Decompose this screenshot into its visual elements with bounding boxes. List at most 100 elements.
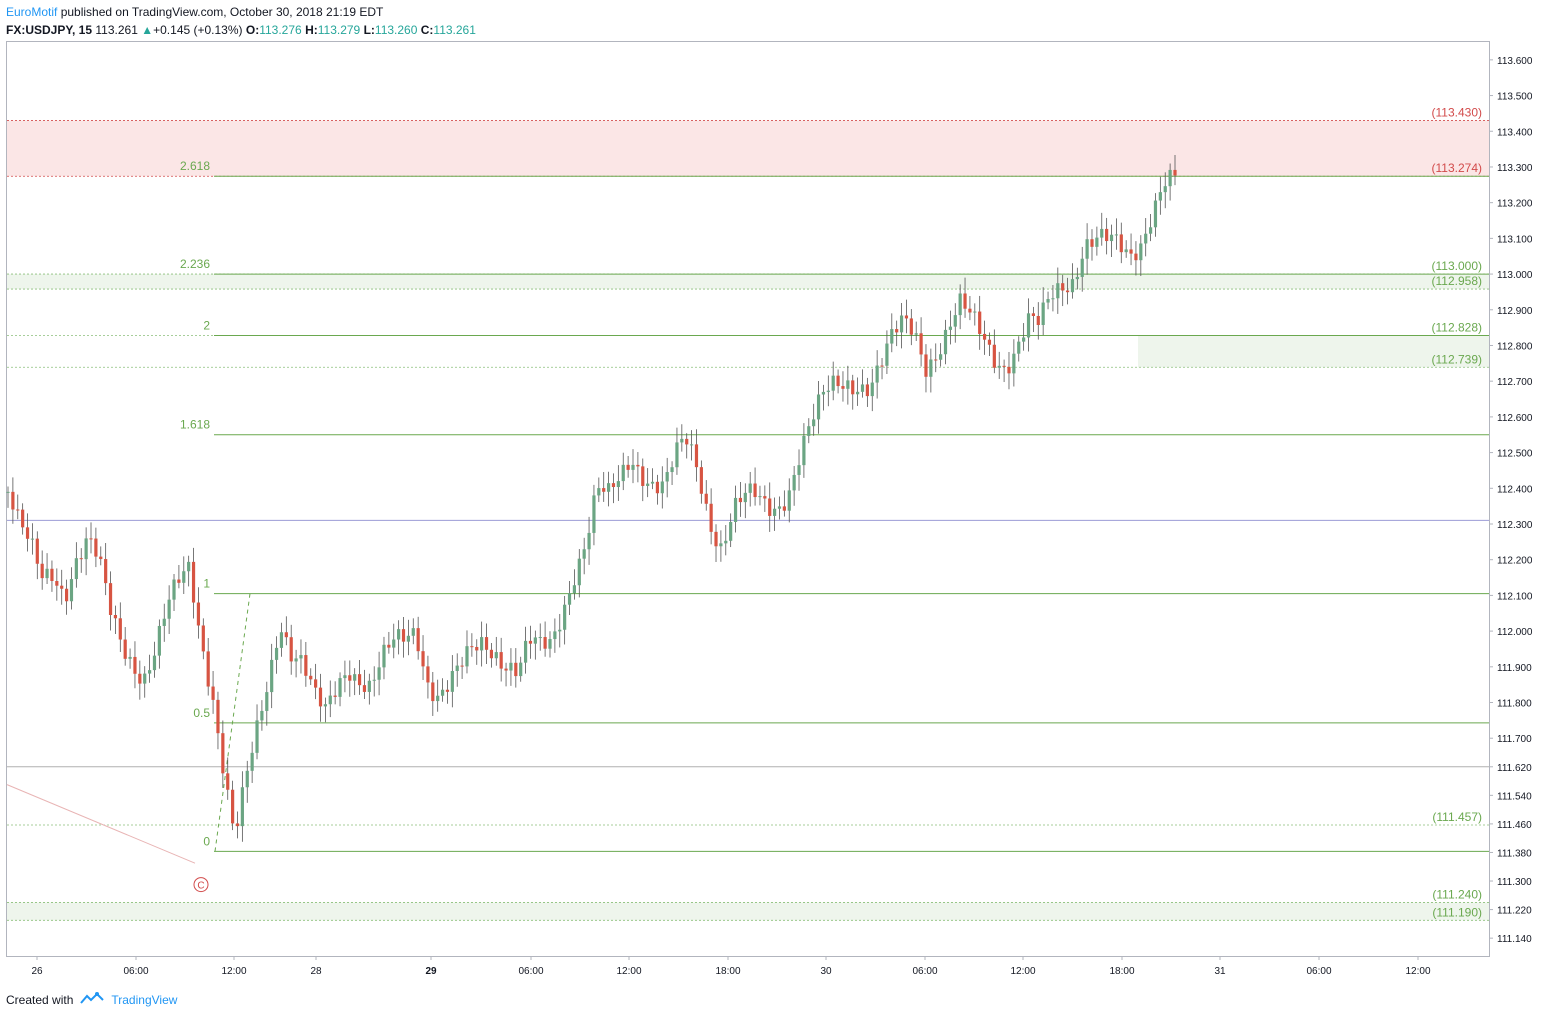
candle-body xyxy=(582,549,586,559)
candle-body xyxy=(25,527,30,539)
candle-body xyxy=(802,435,806,466)
chart-pane[interactable] xyxy=(6,41,1490,957)
candle-body xyxy=(30,538,35,540)
symbol-line: FX:USDJPY, 15 113.261 ▲+0.145 (+0.13%) O… xyxy=(6,21,476,39)
candle-body xyxy=(587,532,591,550)
price-level-label: (113.274) xyxy=(1432,161,1482,175)
x-tick-label: 26 xyxy=(31,966,43,977)
high-label: H: xyxy=(305,23,318,37)
candle-body xyxy=(675,442,679,468)
zone-rect xyxy=(7,902,1489,921)
y-tick-label: 111.800 xyxy=(1497,699,1532,710)
candle-body xyxy=(323,704,327,707)
candle-body xyxy=(40,563,44,579)
candle-body xyxy=(997,365,1001,368)
candle-body xyxy=(401,629,406,642)
candle-body xyxy=(201,625,205,652)
tradingview-link[interactable]: TradingView xyxy=(111,992,178,1007)
candle-body xyxy=(265,692,269,711)
candle-body xyxy=(1119,234,1123,253)
y-tick-label: 113.000 xyxy=(1497,270,1533,281)
candle-body xyxy=(416,628,420,652)
candle-body xyxy=(245,770,249,788)
candle-body xyxy=(406,635,410,642)
candle-body xyxy=(880,365,884,367)
candle-body xyxy=(904,315,909,319)
fib-anchor-line xyxy=(214,593,251,852)
price-change: +0.145 (+0.13%) xyxy=(153,23,243,37)
price-axis[interactable]: 113.600 113.500 113.400 113.300 113.200 113.1… xyxy=(1489,56,1533,945)
candle-body xyxy=(538,637,542,639)
candle-body xyxy=(738,497,743,503)
candle-body xyxy=(79,558,83,560)
author-link[interactable]: EuroMotif xyxy=(6,5,58,19)
fib-level-label: 1.618 xyxy=(180,418,210,432)
candle-body xyxy=(636,464,640,467)
candle-body xyxy=(1031,313,1035,316)
candle-body xyxy=(250,752,254,771)
candle-body xyxy=(99,556,103,560)
candle-body xyxy=(724,540,728,544)
candle-body xyxy=(519,662,523,677)
candle-body xyxy=(123,639,127,659)
candles-layer xyxy=(6,154,1177,842)
candle-body xyxy=(758,496,762,498)
candle-body xyxy=(460,665,464,667)
candle-body xyxy=(982,333,987,340)
candle-body xyxy=(1109,234,1114,242)
x-tick-label: 18:00 xyxy=(715,966,740,977)
candle-body xyxy=(187,561,191,572)
candle-body xyxy=(172,579,176,600)
candle-body xyxy=(489,649,494,659)
candle-body xyxy=(113,614,118,619)
candle-body xyxy=(6,491,10,493)
candle-body xyxy=(987,339,992,345)
candle-body xyxy=(992,344,996,368)
candle-body xyxy=(357,674,362,686)
fib-level-label: 2.236 xyxy=(180,257,210,271)
candle-body xyxy=(318,687,323,707)
y-tick-label: 113.200 xyxy=(1497,199,1533,210)
candle-body xyxy=(475,646,479,651)
candle-body xyxy=(465,646,469,667)
candle-body xyxy=(816,394,821,420)
candle-body xyxy=(890,329,894,344)
candle-body xyxy=(196,602,201,626)
candle-body xyxy=(514,662,518,677)
candle-body xyxy=(655,481,660,494)
candle-body xyxy=(499,652,503,669)
candle-body xyxy=(343,675,347,679)
candle-body xyxy=(973,311,977,313)
candle-body xyxy=(182,571,186,583)
y-tick-label: 113.100 xyxy=(1497,234,1533,245)
candle-body xyxy=(763,496,767,499)
candle-body xyxy=(787,490,791,511)
fib-level-label: 2.618 xyxy=(180,159,210,173)
symbol-label[interactable]: FX:USDJPY, 15 xyxy=(6,23,93,37)
candle-body xyxy=(1148,227,1153,234)
candle-body xyxy=(631,464,635,470)
candle-body xyxy=(919,333,923,355)
candle-body xyxy=(397,629,401,640)
time-axis[interactable]: 26 06:00 12:00 28 29 06:00 12:00 18:00 30 06:00 12… xyxy=(31,956,1431,977)
candle-body xyxy=(333,695,337,697)
candle-body xyxy=(294,658,298,662)
candle-body xyxy=(1100,228,1104,238)
candle-body xyxy=(221,733,225,774)
candle-body xyxy=(1041,302,1045,326)
y-tick-label: 111.540 xyxy=(1497,791,1532,802)
y-tick-label: 111.140 xyxy=(1497,934,1532,945)
y-tick-label: 112.600 xyxy=(1497,413,1533,424)
candle-body xyxy=(274,647,279,660)
y-tick-label: 113.300 xyxy=(1497,163,1533,174)
footer: Created with TradingView xyxy=(6,991,177,1008)
y-tick-label: 112.000 xyxy=(1497,627,1533,638)
candle-body xyxy=(1168,169,1172,187)
fib-level-label: 1 xyxy=(203,577,210,591)
candle-body xyxy=(533,637,537,644)
candle-body xyxy=(353,674,357,681)
candle-body xyxy=(939,354,943,360)
candle-body xyxy=(885,343,889,366)
candle-body xyxy=(753,483,757,498)
